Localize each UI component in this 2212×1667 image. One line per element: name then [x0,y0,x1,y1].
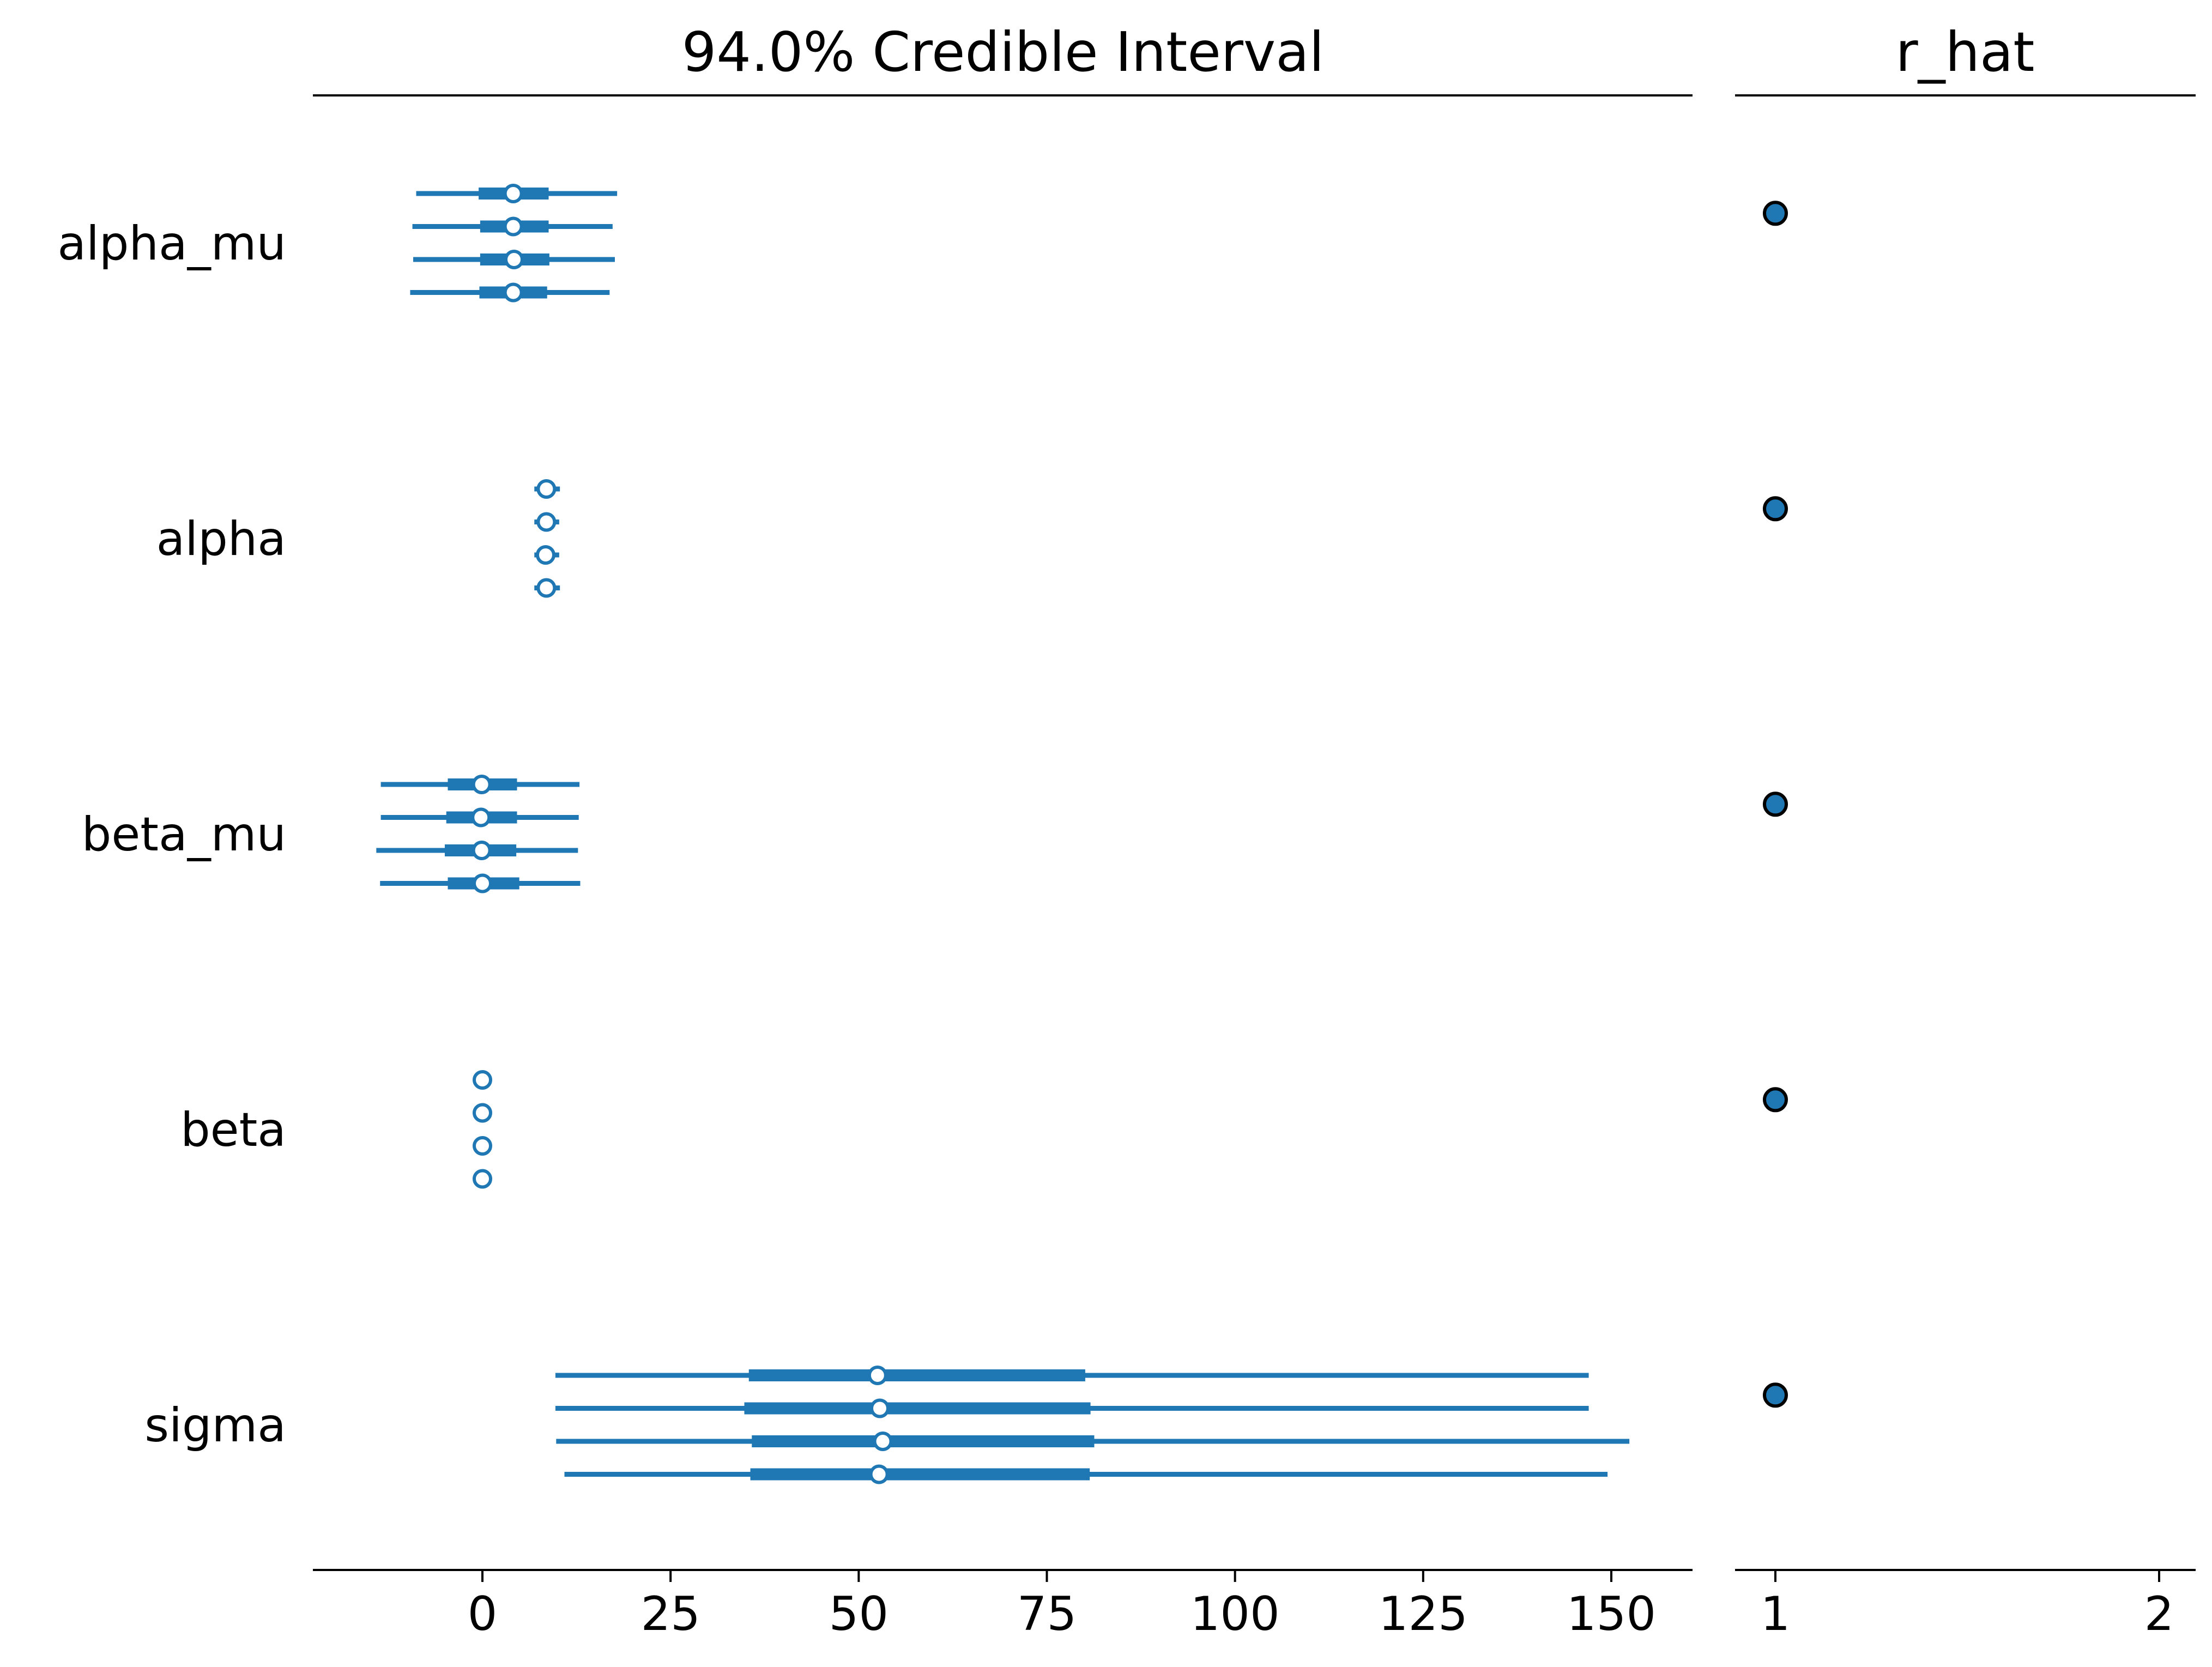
median-point-beta-chain-3 [473,1136,492,1156]
ci-tick-label-150: 150 [1567,1587,1656,1641]
median-point-alpha_mu-chain-2 [503,216,523,237]
median-point-alpha-chain-3 [535,545,555,565]
median-point-beta-chain-1 [473,1070,492,1090]
variable-label-sigma: sigma [144,1398,286,1453]
median-point-beta-chain-4 [473,1169,492,1189]
rhat-point-beta [1763,1087,1788,1113]
median-point-beta_mu-chain-4 [473,873,492,893]
ci-tick-label-50: 50 [829,1587,889,1641]
median-point-sigma-chain-2 [869,1398,890,1418]
ci-tick-label-125: 125 [1379,1587,1468,1641]
median-point-alpha_mu-chain-1 [503,184,523,203]
median-point-beta_mu-chain-3 [472,841,492,860]
median-point-alpha_mu-chain-4 [503,282,523,303]
median-point-sigma-chain-3 [873,1432,893,1451]
median-point-alpha-chain-4 [536,578,557,598]
variable-label-alpha_mu: alpha_mu [57,216,286,271]
rhat-point-sigma [1763,1382,1788,1408]
median-point-beta_mu-chain-2 [471,807,491,828]
rhat-tick-label-2: 2 [2144,1587,2174,1641]
median-point-alpha-chain-2 [536,512,557,532]
ci-x-ticks: 0 25 50 75 100 125 150 [468,1570,1656,1641]
ci-panel: 94.0% Credible Interval 0 25 50 75 100 125 150… [57,20,1693,1641]
ci-panel-title: 94.0% Credible Interval [682,20,1325,84]
median-point-beta_mu-chain-1 [472,775,492,794]
median-point-sigma-chain-1 [867,1366,887,1385]
rhat-point-beta_mu [1763,792,1788,817]
rhat-marks [1763,201,1788,1408]
median-point-alpha_mu-chain-3 [504,250,524,269]
rhat-tick-label-1: 1 [1761,1587,1791,1641]
rhat-panel-title: r_hat [1896,20,2035,84]
median-point-beta-chain-2 [473,1103,492,1123]
rhat-point-alpha_mu [1763,201,1788,226]
ci-tick-label-0: 0 [468,1587,498,1641]
ci-tick-label-25: 25 [640,1587,700,1641]
variable-label-beta: beta [180,1103,286,1157]
ci-marks [376,184,1630,1484]
variable-label-alpha: alpha [156,512,286,566]
variable-label-beta_mu: beta_mu [82,807,286,862]
ci-tick-label-75: 75 [1017,1587,1077,1641]
ci-tick-label-100: 100 [1190,1587,1280,1641]
median-point-alpha-chain-1 [536,479,557,499]
rhat-point-alpha [1763,496,1788,522]
median-point-sigma-chain-4 [869,1464,889,1484]
